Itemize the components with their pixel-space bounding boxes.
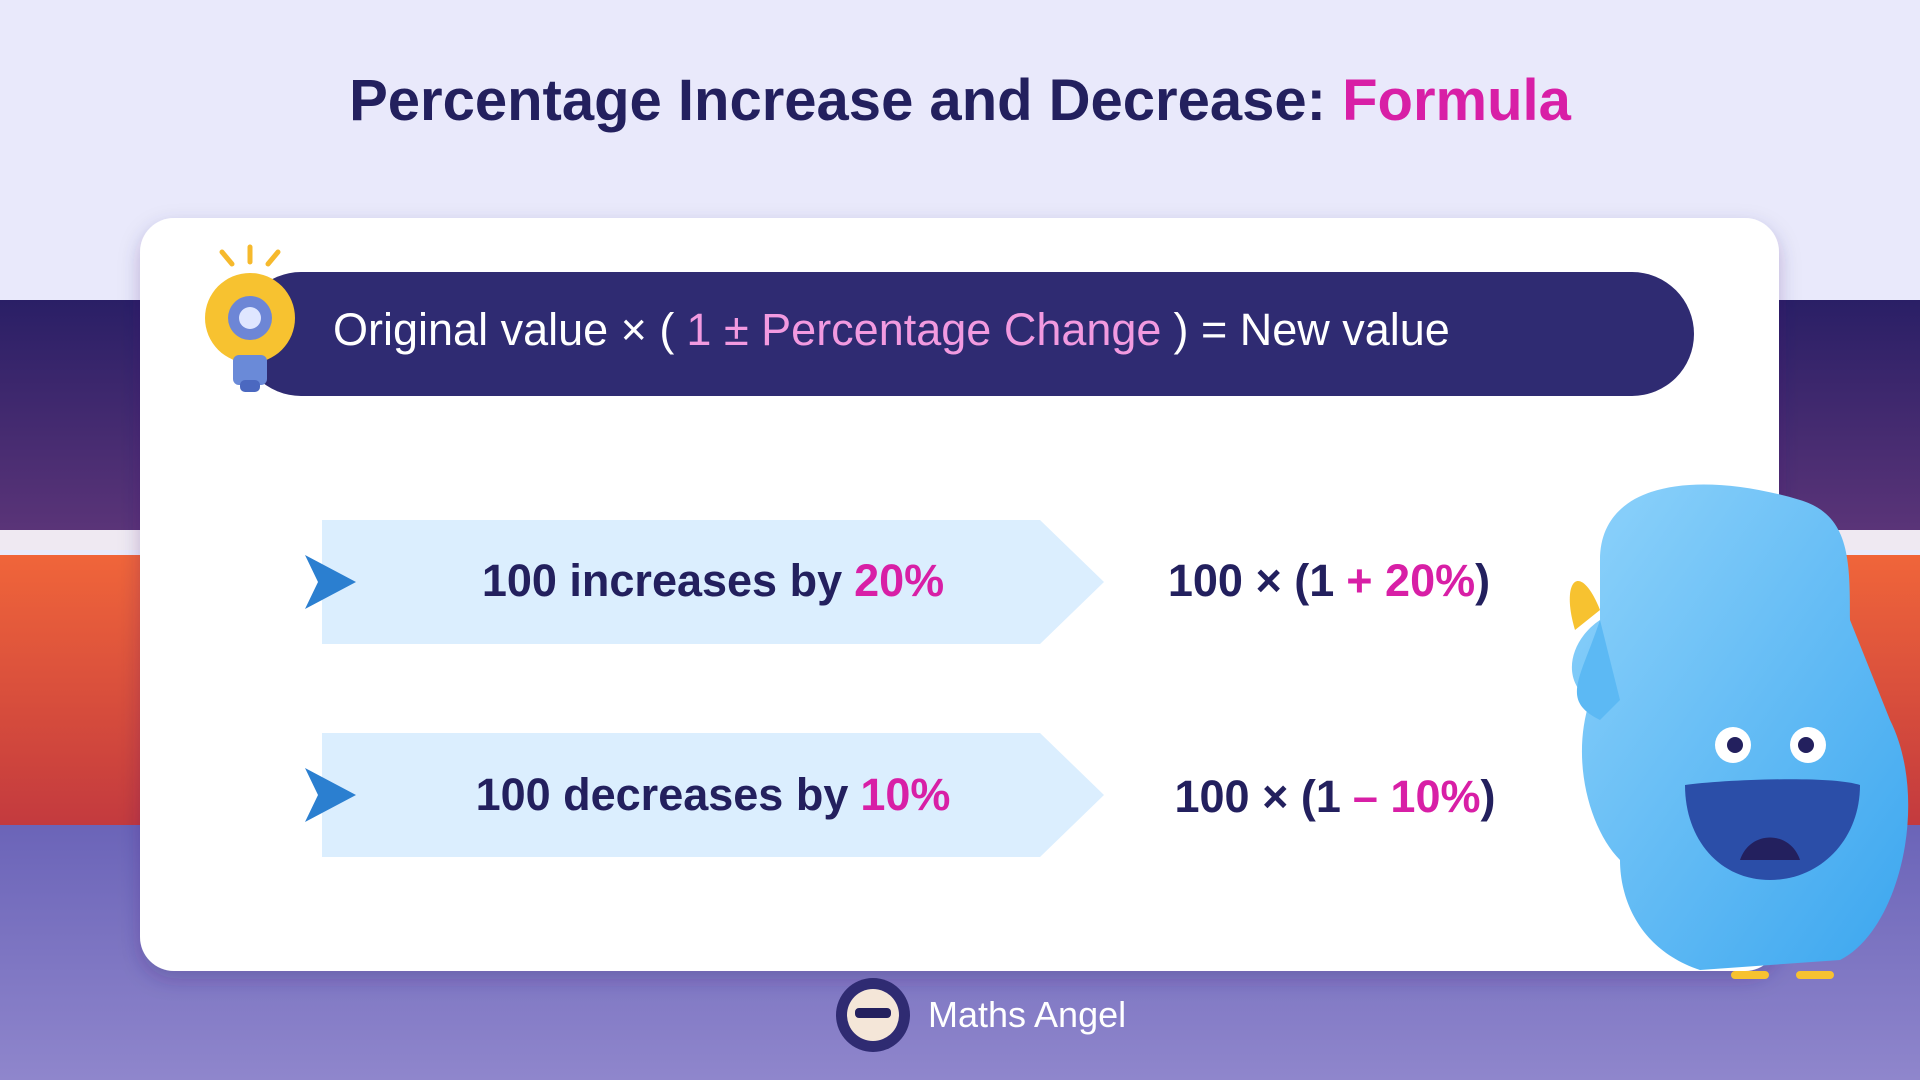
expression-text: 100 × (1 [1175,771,1341,822]
formula-text: Original value × ( [333,304,674,355]
example-expression: 100 × (1 + 20%) [1168,555,1490,606]
formula-highlight: 1 ± Percentage Change [686,304,1161,355]
lightbulb-icon [205,244,295,392]
formula-text: ) = New value [1173,304,1449,355]
expression-operation: + 20% [1346,555,1475,606]
title-highlight: Formula [1342,68,1572,133]
example-row: 100 increases by 20% 100 × (1 + 20%) [305,520,1490,644]
example-text: 100 increases by [482,555,842,606]
arrow-icon [305,768,356,822]
brand-name: Maths Angel [928,994,1126,1035]
expression-operation: – 10% [1353,771,1481,822]
example-row: 100 decreases by 10% 100 × (1– 10%) [305,733,1496,857]
example-label: 100 increases by 20% [482,555,944,606]
expression-text: ) [1481,771,1496,822]
brand: Maths Angel [836,978,1126,1052]
example-banner [322,733,1104,857]
example-amount: 20% [854,555,944,606]
example-banner [322,520,1104,644]
example-label: 100 decreases by 10% [476,769,951,820]
expression-text: 100 × (1 [1168,555,1334,606]
expression-text: ) [1475,555,1490,606]
formula-pill [239,272,1694,396]
arrow-icon [305,555,356,609]
formula: Original value × (1 ± Percentage Change)… [333,304,1450,355]
example-amount: 10% [860,769,950,820]
example-text: 100 decreases by [476,769,849,820]
example-expression: 100 × (1– 10%) [1175,771,1496,822]
title-text: Percentage Increase and Decrease: [349,68,1342,133]
title: Percentage Increase and Decrease: Formul… [349,68,1572,133]
mascot [1569,484,1909,979]
